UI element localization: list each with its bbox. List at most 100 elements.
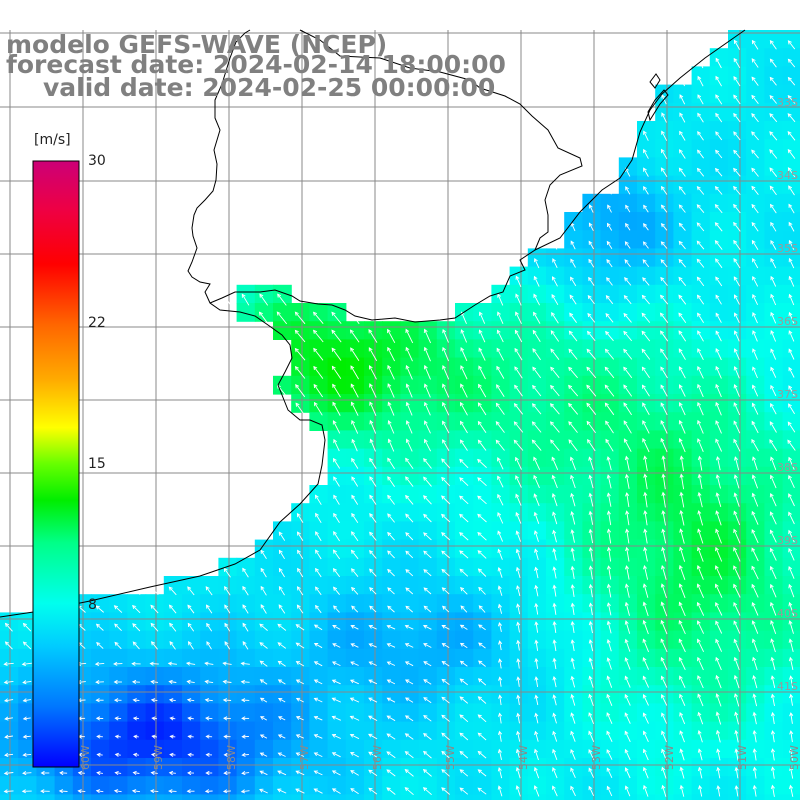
wind-cell — [218, 721, 238, 741]
wind-arrow — [623, 294, 632, 305]
wind-cell — [764, 284, 784, 304]
wind-arrow — [259, 697, 268, 703]
wind-cell — [509, 375, 529, 395]
wind-cell — [436, 375, 456, 395]
wind-arrow — [733, 402, 741, 416]
wind-arrow — [733, 149, 741, 159]
wind-arrow — [497, 475, 504, 488]
wind-cell — [782, 193, 800, 213]
wind-cell — [746, 121, 765, 140]
wind-cell — [509, 776, 529, 795]
wind-cell — [709, 539, 729, 559]
wind-cell — [600, 248, 620, 268]
wind-arrow — [552, 602, 557, 615]
wind-cell — [473, 758, 492, 777]
wind-cell — [509, 703, 529, 723]
wind-cell — [291, 576, 310, 595]
wind-cell — [455, 557, 474, 577]
wind-cell — [455, 503, 474, 522]
wind-cell — [455, 667, 474, 686]
wind-cell — [345, 576, 365, 595]
wind-cell — [691, 66, 711, 86]
wind-cell — [273, 776, 292, 795]
latitude-label: 34S — [777, 169, 798, 182]
wind-cell — [18, 794, 37, 800]
wind-arrow — [515, 293, 522, 306]
wind-cell — [655, 557, 674, 577]
longitude-label: 57W — [298, 745, 311, 770]
wind-arrow — [206, 641, 212, 650]
wind-arrow — [734, 456, 740, 471]
wind-cell — [491, 357, 511, 377]
wind-arrow — [715, 656, 722, 671]
wind-cell — [782, 448, 800, 468]
wind-arrow — [150, 752, 158, 757]
wind-arrow — [552, 547, 557, 561]
wind-arrow — [769, 529, 777, 543]
wind-cell — [673, 230, 693, 249]
wind-cell — [345, 758, 365, 777]
wind-arrow — [498, 694, 503, 706]
wind-cell — [127, 594, 147, 613]
wind-cell — [236, 776, 256, 795]
wind-cell — [582, 303, 602, 322]
wind-arrow — [331, 752, 341, 758]
wind-arrow — [679, 546, 686, 562]
wind-arrow — [333, 494, 340, 505]
wind-arrow — [532, 403, 542, 415]
wind-arrow — [477, 750, 487, 759]
wind-cell — [291, 612, 310, 632]
wind-arrow — [58, 789, 68, 794]
wind-arrow — [331, 788, 341, 794]
wind-arrow — [752, 293, 759, 305]
wind-arrow — [531, 439, 542, 451]
wind-cell — [618, 412, 638, 431]
wind-cell — [273, 375, 292, 395]
wind-cell — [546, 430, 565, 450]
wind-arrow — [369, 383, 377, 398]
wind-cell — [364, 721, 383, 741]
wind-cell — [582, 739, 602, 759]
wind-arrow — [405, 364, 413, 380]
wind-cell — [436, 758, 456, 777]
wind-cell — [637, 739, 656, 759]
wind-arrow — [588, 528, 594, 544]
wind-cell — [728, 48, 747, 67]
wind-cell — [364, 412, 383, 431]
wind-arrow — [404, 733, 414, 740]
wind-arrow — [441, 714, 450, 722]
wind-cell — [364, 703, 383, 723]
wind-arrow — [787, 439, 796, 451]
wind-arrow — [113, 661, 123, 666]
wind-cell — [637, 394, 656, 413]
wind-arrow — [679, 473, 685, 490]
wind-arrow — [386, 715, 396, 722]
wind-cell — [782, 576, 800, 595]
wind-cell — [109, 703, 128, 723]
wind-cell — [418, 539, 438, 559]
wind-arrow — [496, 365, 505, 379]
wind-cell — [218, 576, 238, 595]
longitude-label: 59W — [152, 745, 165, 770]
wind-arrow — [606, 730, 613, 742]
wind-cell — [273, 648, 292, 668]
wind-arrow — [624, 748, 631, 761]
wind-cell — [600, 321, 620, 340]
wind-arrow — [368, 643, 377, 648]
wind-arrow — [752, 275, 759, 287]
wind-arrow — [167, 661, 177, 666]
wind-arrow — [697, 510, 704, 526]
wind-arrow — [477, 531, 487, 541]
wind-cell — [728, 630, 747, 650]
wind-cell — [546, 284, 565, 304]
wind-cell — [709, 630, 729, 650]
wind-cell — [291, 321, 310, 340]
wind-arrow — [733, 39, 740, 50]
wind-arrow — [331, 697, 341, 703]
wind-arrow — [641, 294, 650, 305]
wind-arrow — [114, 752, 121, 757]
wind-arrow — [552, 785, 558, 797]
wind-arrow — [187, 734, 194, 739]
wind-arrow — [552, 767, 558, 779]
wind-cell — [473, 375, 492, 395]
